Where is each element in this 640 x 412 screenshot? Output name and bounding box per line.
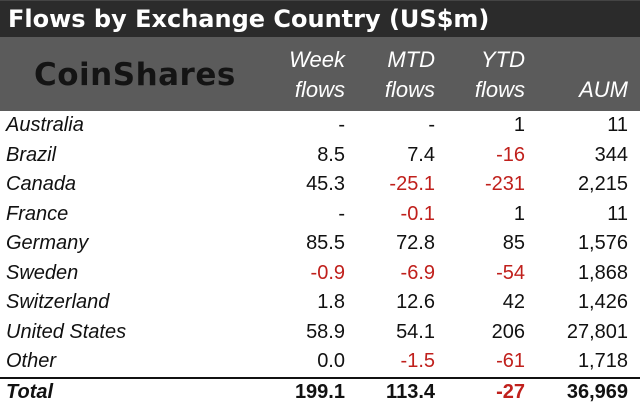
aum-value: 11 [607, 202, 628, 225]
aum-value: 1,426 [577, 291, 628, 313]
table-header: CoinShares Week flows MTD flows YTD flow… [0, 37, 640, 111]
mtd-flows-value: -1.5 [400, 350, 435, 372]
aum-value: 1,868 [577, 261, 628, 284]
country-name: France [6, 202, 69, 225]
week-flows-value: -0.9 [310, 261, 345, 284]
header-ytd-line2: flows [474, 77, 525, 102]
table-row: Canada 45.3 -25.1 -231 2,215 [0, 170, 640, 200]
ytd-flows-value: 1 [513, 202, 525, 225]
mtd-flows-value: -6.9 [400, 261, 435, 284]
ytd-flows-value: 1 [513, 114, 525, 136]
header-aum-line2: AUM [579, 77, 628, 102]
header-week-line2: flows [294, 77, 345, 102]
week-flows-value: 8.5 [317, 143, 345, 166]
country-name: United States [6, 320, 127, 343]
week-flows-value: 45.3 [306, 173, 345, 195]
ytd-flows-value: -231 [484, 173, 525, 195]
week-flows-value: 58.9 [306, 320, 345, 343]
aum-value: 1,576 [577, 232, 628, 254]
table-row: United States 58.9 54.1 206 27,801 [0, 318, 640, 348]
ytd-flows-value: 42 [502, 291, 525, 313]
aum-value: 11 [607, 114, 628, 136]
header-ytd-line1: YTD [481, 47, 525, 72]
table-row: Australia - - 1 11 [0, 111, 640, 141]
mtd-flows-value: 72.8 [396, 232, 435, 254]
country-name: Canada [6, 173, 77, 195]
mtd-flows-value: 12.6 [396, 291, 435, 313]
aum-value: 1,718 [577, 350, 628, 372]
table-body: Australia - - 1 11 Brazil 8.5 7.4 -16 34… [0, 111, 640, 406]
aum-value: 2,215 [577, 173, 628, 195]
coinshares-logo: CoinShares [34, 57, 236, 93]
total-ytd-flows: -27 [496, 380, 525, 403]
total-label: Total [6, 380, 54, 403]
header-mtd-line2: flows [384, 77, 435, 102]
aum-value: 27,801 [566, 320, 628, 343]
table-row: France - -0.1 1 11 [0, 200, 640, 230]
week-flows-value: - [338, 114, 345, 136]
mtd-flows-value: -0.1 [400, 202, 435, 225]
country-name: Brazil [6, 143, 57, 166]
table-title: Flows by Exchange Country (US$m) [0, 1, 640, 37]
country-name: Sweden [6, 261, 79, 284]
mtd-flows-value: 7.4 [407, 143, 435, 166]
header-week-line1: Week [289, 47, 345, 72]
mtd-flows-value: - [428, 114, 435, 136]
table-row: Other 0.0 -1.5 -61 1,718 [0, 347, 640, 377]
table-row: Sweden -0.9 -6.9 -54 1,868 [0, 259, 640, 289]
week-flows-value: - [338, 202, 345, 225]
ytd-flows-value: -54 [496, 261, 525, 284]
country-name: Other [6, 350, 57, 372]
header-mtd-line1: MTD [387, 47, 435, 72]
table-row: Germany 85.5 72.8 85 1,576 [0, 229, 640, 259]
ytd-flows-value: 206 [491, 320, 525, 343]
week-flows-value: 1.8 [317, 291, 345, 313]
table-row: Brazil 8.5 7.4 -16 344 [0, 141, 640, 171]
total-row: Total 199.1 113.4 -27 36,969 [0, 376, 640, 406]
country-name: Switzerland [6, 291, 110, 313]
total-mtd-flows: 113.4 [386, 380, 435, 403]
total-aum: 36,969 [566, 380, 628, 403]
ytd-flows-value: 85 [502, 232, 525, 254]
week-flows-value: 0.0 [317, 350, 345, 372]
total-week-flows: 199.1 [294, 380, 345, 403]
country-name: Germany [6, 232, 89, 254]
mtd-flows-value: -25.1 [389, 173, 435, 195]
table-row: Switzerland 1.8 12.6 42 1,426 [0, 288, 640, 318]
aum-value: 344 [594, 143, 628, 166]
mtd-flows-value: 54.1 [396, 320, 435, 343]
week-flows-value: 85.5 [306, 232, 345, 254]
ytd-flows-value: -61 [496, 350, 525, 372]
country-name: Australia [6, 114, 84, 136]
ytd-flows-value: -16 [496, 143, 525, 166]
